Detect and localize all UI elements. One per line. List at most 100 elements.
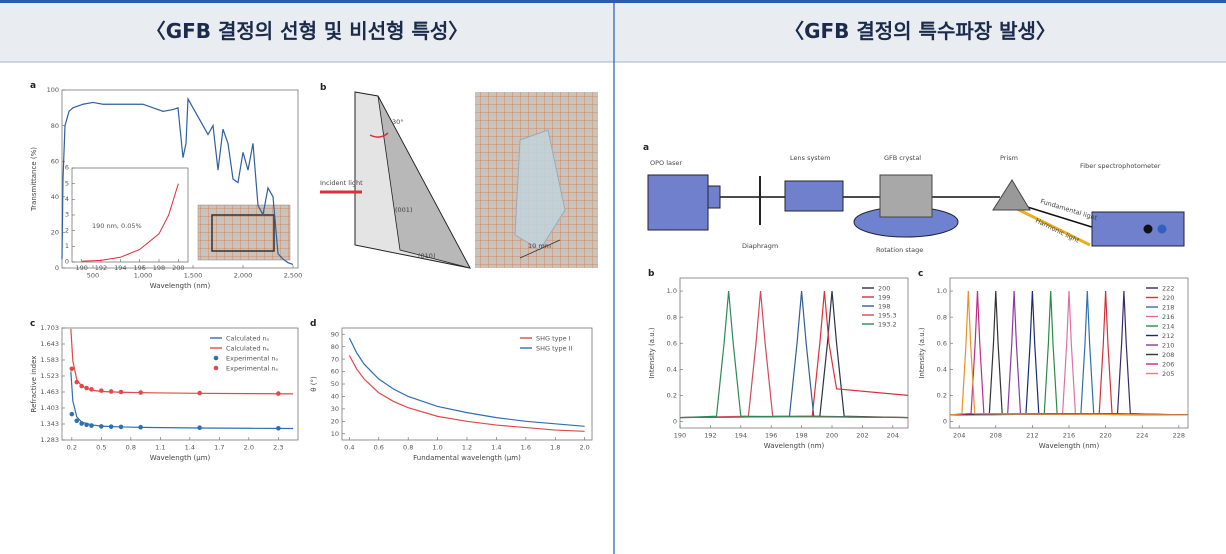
y-tick-label: 100 bbox=[47, 86, 59, 94]
component-label: Diaphragm bbox=[742, 242, 778, 250]
right-title: 〈GFB 결정의 특수파장 발생〉 bbox=[784, 19, 1056, 43]
x-tick-label: 1.7 bbox=[214, 444, 224, 452]
x-tick-label: 192 bbox=[95, 264, 107, 272]
port bbox=[1158, 225, 1167, 234]
component-label: Fiber spectrophotometer bbox=[1080, 162, 1161, 170]
legend-label: 200 bbox=[878, 284, 890, 292]
x-tick-label: 194 bbox=[735, 432, 747, 440]
legend-label: 199 bbox=[878, 293, 890, 301]
x-tick-label: 2.0 bbox=[579, 444, 589, 452]
y-tick-label: 1.643 bbox=[40, 340, 59, 348]
panel-label: a bbox=[30, 81, 36, 91]
y-tick-label: 1.0 bbox=[667, 287, 677, 295]
x-tick-label: 192 bbox=[704, 432, 716, 440]
y-tick-label: 0.6 bbox=[667, 339, 677, 347]
legend-label: 208 bbox=[1162, 351, 1174, 359]
x-tick-label: 198 bbox=[153, 264, 165, 272]
data-line bbox=[71, 371, 293, 428]
x-tick-label: 0.5 bbox=[96, 444, 106, 452]
data-point bbox=[84, 386, 89, 391]
x-tick-label: 2.0 bbox=[244, 444, 254, 452]
legend-swatch bbox=[214, 366, 219, 371]
y-tick-label: 1.583 bbox=[40, 356, 59, 364]
y-tick-label: 0 bbox=[65, 258, 69, 266]
x-tick-label: 1.0 bbox=[432, 444, 442, 452]
data-point bbox=[74, 419, 79, 424]
data-point bbox=[276, 426, 281, 431]
y-tick-label: 80 bbox=[51, 122, 59, 130]
x-tick-label: 2,500 bbox=[284, 272, 303, 280]
x-tick-label: 194 bbox=[114, 264, 126, 272]
data-point bbox=[119, 425, 124, 430]
data-line bbox=[680, 291, 908, 418]
panel-label: b bbox=[320, 83, 327, 93]
data-line bbox=[950, 291, 1188, 415]
x-tick-label: 1.1 bbox=[155, 444, 165, 452]
component-label: GFB crystal bbox=[884, 154, 921, 162]
y-tick-label: 40 bbox=[331, 393, 339, 401]
data-point bbox=[276, 391, 281, 396]
y-tick-label: 1.0 bbox=[937, 287, 947, 295]
panel-label: c bbox=[918, 269, 923, 279]
x-tick-label: 1,000 bbox=[134, 272, 153, 280]
data-line bbox=[950, 291, 1188, 415]
data-line bbox=[950, 291, 1188, 415]
y-tick-label: 6 bbox=[65, 164, 69, 172]
x-tick-label: 196 bbox=[765, 432, 777, 440]
y-tick-label: 1.343 bbox=[40, 420, 59, 428]
legend-label: 195.3 bbox=[878, 311, 897, 319]
y-tick-label: 10 bbox=[331, 430, 339, 438]
opo-box bbox=[648, 175, 708, 230]
x-tick-label: 0.6 bbox=[374, 444, 384, 452]
legend-label: 222 bbox=[1162, 284, 1174, 292]
data-point bbox=[89, 387, 94, 392]
x-tick-label: 204 bbox=[953, 432, 965, 440]
data-line bbox=[950, 291, 1188, 415]
y-tick-label: 1.403 bbox=[40, 404, 59, 412]
x-axis-label: Wavelength (μm) bbox=[150, 454, 211, 462]
component-label: OPO laser bbox=[650, 159, 682, 167]
x-tick-label: 200 bbox=[172, 264, 184, 272]
x-tick-label: 0.4 bbox=[344, 444, 354, 452]
x-tick-label: 198 bbox=[795, 432, 807, 440]
y-tick-label: 1.703 bbox=[40, 324, 59, 332]
data-point bbox=[119, 390, 124, 395]
data-point bbox=[74, 380, 79, 385]
data-point bbox=[109, 424, 114, 429]
legend-label: 205 bbox=[1162, 370, 1174, 378]
legend-label: SHG type I bbox=[536, 334, 571, 342]
x-tick-label: 0.8 bbox=[126, 444, 136, 452]
y-tick-label: 5 bbox=[65, 179, 69, 187]
x-axis-label: Fundamental wavelength (μm) bbox=[413, 454, 521, 462]
y-tick-label: 0 bbox=[55, 264, 59, 272]
y-tick-label: 40 bbox=[51, 193, 59, 201]
data-line bbox=[680, 291, 908, 418]
left-title: 〈GFB 결정의 선형 및 비선형 특성〉 bbox=[146, 19, 469, 43]
x-tick-label: 228 bbox=[1173, 432, 1185, 440]
x-axis-label: Wavelength (nm) bbox=[1039, 442, 1100, 450]
y-tick-label: 80 bbox=[331, 343, 339, 351]
x-tick-label: 1.6 bbox=[521, 444, 531, 452]
y-tick-label: 3 bbox=[65, 211, 69, 219]
data-line bbox=[950, 291, 1188, 415]
data-point bbox=[138, 425, 143, 430]
x-tick-label: 200 bbox=[826, 432, 838, 440]
data-line bbox=[680, 291, 908, 418]
slide: 〈GFB 결정의 선형 및 비선형 특성〉 〈GFB 결정의 특수파장 발생〉 … bbox=[0, 0, 1226, 554]
component-label: Rotation stage bbox=[876, 246, 923, 254]
data-point bbox=[79, 421, 84, 426]
data-point bbox=[197, 425, 202, 430]
data-line bbox=[950, 291, 1188, 415]
y-tick-label: 0 bbox=[943, 418, 947, 426]
x-axis-label: Wavelength (nm) bbox=[764, 442, 825, 450]
panel-label: a bbox=[643, 143, 649, 153]
y-tick-label: 0 bbox=[673, 418, 677, 426]
y-axis-label: θ (°) bbox=[310, 376, 318, 392]
x-tick-label: 202 bbox=[856, 432, 868, 440]
legend-swatch bbox=[214, 356, 219, 361]
y-tick-label: 0.8 bbox=[937, 313, 947, 321]
prism bbox=[993, 180, 1030, 210]
y-tick-label: 2 bbox=[65, 226, 69, 234]
x-tick-label: 1,500 bbox=[184, 272, 203, 280]
y-tick-label: 1.283 bbox=[40, 436, 59, 444]
